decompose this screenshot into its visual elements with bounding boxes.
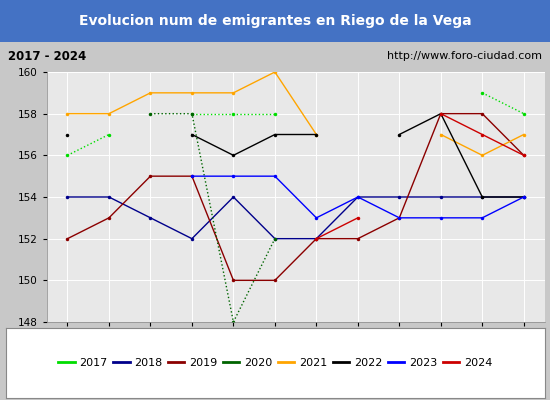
Text: http://www.foro-ciudad.com: http://www.foro-ciudad.com bbox=[387, 51, 542, 61]
Text: 2017 - 2024: 2017 - 2024 bbox=[8, 50, 86, 62]
Text: Evolucion num de emigrantes en Riego de la Vega: Evolucion num de emigrantes en Riego de … bbox=[79, 14, 471, 28]
Legend: 2017, 2018, 2019, 2020, 2021, 2022, 2023, 2024: 2017, 2018, 2019, 2020, 2021, 2022, 2023… bbox=[53, 354, 497, 372]
